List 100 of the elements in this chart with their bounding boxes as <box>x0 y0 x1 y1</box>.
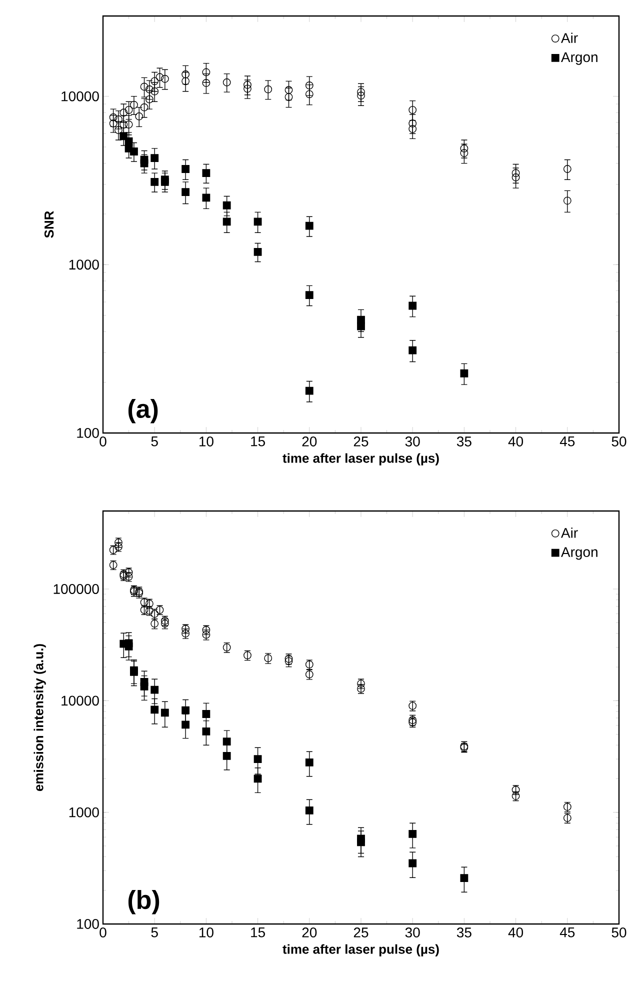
point <box>460 144 468 152</box>
point <box>150 87 159 96</box>
point <box>160 74 169 83</box>
y-tick-label: 10000 <box>62 91 99 102</box>
point <box>222 201 231 210</box>
x-axis-title: time after laser pulse (µs) <box>282 453 439 466</box>
legend-label: Air <box>560 528 578 538</box>
x-tick-label: 50 <box>612 436 626 446</box>
point <box>150 686 159 694</box>
point <box>563 812 572 824</box>
point <box>512 169 520 178</box>
point <box>244 80 252 89</box>
point <box>460 874 468 882</box>
x-tick-label: 45 <box>560 436 575 446</box>
point <box>124 106 133 114</box>
legend-label: Argon <box>560 547 598 560</box>
point <box>563 165 572 173</box>
point <box>222 738 231 746</box>
y-tick-label: 1000 <box>69 260 99 270</box>
point <box>182 188 190 196</box>
x-tick-label: 50 <box>612 928 626 938</box>
point <box>284 93 293 101</box>
y-axis-title: SNR <box>44 211 54 238</box>
x-tick-label: 25 <box>354 436 368 446</box>
point <box>150 618 159 630</box>
x-tick-label: 40 <box>508 928 524 938</box>
x-tick-label: 15 <box>251 928 265 938</box>
point <box>160 708 169 717</box>
point <box>408 830 417 838</box>
point <box>408 119 417 128</box>
point <box>254 755 262 764</box>
legend-label: Argon <box>560 52 598 65</box>
point <box>202 728 210 736</box>
x-axis-title: time after laser pulse (µs) <box>282 944 439 956</box>
x-tick-label: 40 <box>508 436 524 446</box>
point <box>305 386 314 395</box>
annotation: (b) <box>128 890 160 914</box>
point <box>357 838 365 846</box>
point <box>202 79 210 87</box>
point <box>182 720 190 729</box>
point <box>408 302 417 310</box>
point <box>109 119 118 128</box>
point <box>222 752 231 760</box>
point <box>114 126 122 134</box>
point <box>305 90 314 98</box>
y-tick-label: 100000 <box>54 584 99 594</box>
point <box>408 346 417 354</box>
point <box>150 154 159 162</box>
point <box>222 78 231 86</box>
point <box>305 758 314 766</box>
point <box>254 248 262 256</box>
point <box>305 806 314 814</box>
point <box>357 92 365 100</box>
x-tick-label: 25 <box>354 928 368 938</box>
point <box>408 859 417 868</box>
point <box>156 73 164 82</box>
point <box>202 169 210 178</box>
y-axis-title: emission intensity (a.u.) <box>34 644 46 792</box>
point <box>202 710 210 718</box>
y-tick-label: 100 <box>77 919 99 929</box>
point <box>140 82 148 91</box>
point <box>357 322 365 330</box>
point <box>182 706 190 714</box>
point <box>124 642 133 650</box>
point <box>512 173 520 182</box>
point <box>254 774 262 783</box>
point <box>408 124 417 133</box>
point <box>357 88 365 96</box>
point <box>182 77 190 86</box>
point <box>305 669 314 680</box>
point <box>244 84 252 93</box>
point <box>563 196 572 205</box>
x-tick-label: 5 <box>151 436 158 446</box>
point <box>222 218 231 226</box>
point <box>305 222 314 230</box>
point <box>254 218 262 226</box>
point <box>140 682 148 690</box>
x-tick-label: 35 <box>456 436 472 446</box>
point <box>130 100 138 109</box>
point <box>408 106 417 114</box>
x-tick-label: 20 <box>302 928 317 938</box>
y-tick-label: 100 <box>77 428 99 438</box>
point <box>284 657 293 666</box>
x-tick-label: 0 <box>100 928 106 938</box>
x-tick-label: 0 <box>100 436 106 446</box>
point <box>130 148 138 156</box>
x-tick-label: 5 <box>151 928 158 938</box>
x-tick-label: 10 <box>199 928 214 938</box>
point <box>145 95 154 104</box>
x-tick-label: 20 <box>302 436 317 446</box>
point <box>120 108 128 117</box>
x-tick-label: 30 <box>405 928 420 938</box>
x-tick-label: 30 <box>405 436 420 446</box>
point <box>124 120 133 128</box>
point <box>150 706 159 714</box>
point <box>460 369 468 378</box>
point <box>120 120 128 128</box>
x-tick-label: 35 <box>456 928 472 938</box>
point <box>305 291 314 299</box>
point <box>182 165 190 173</box>
